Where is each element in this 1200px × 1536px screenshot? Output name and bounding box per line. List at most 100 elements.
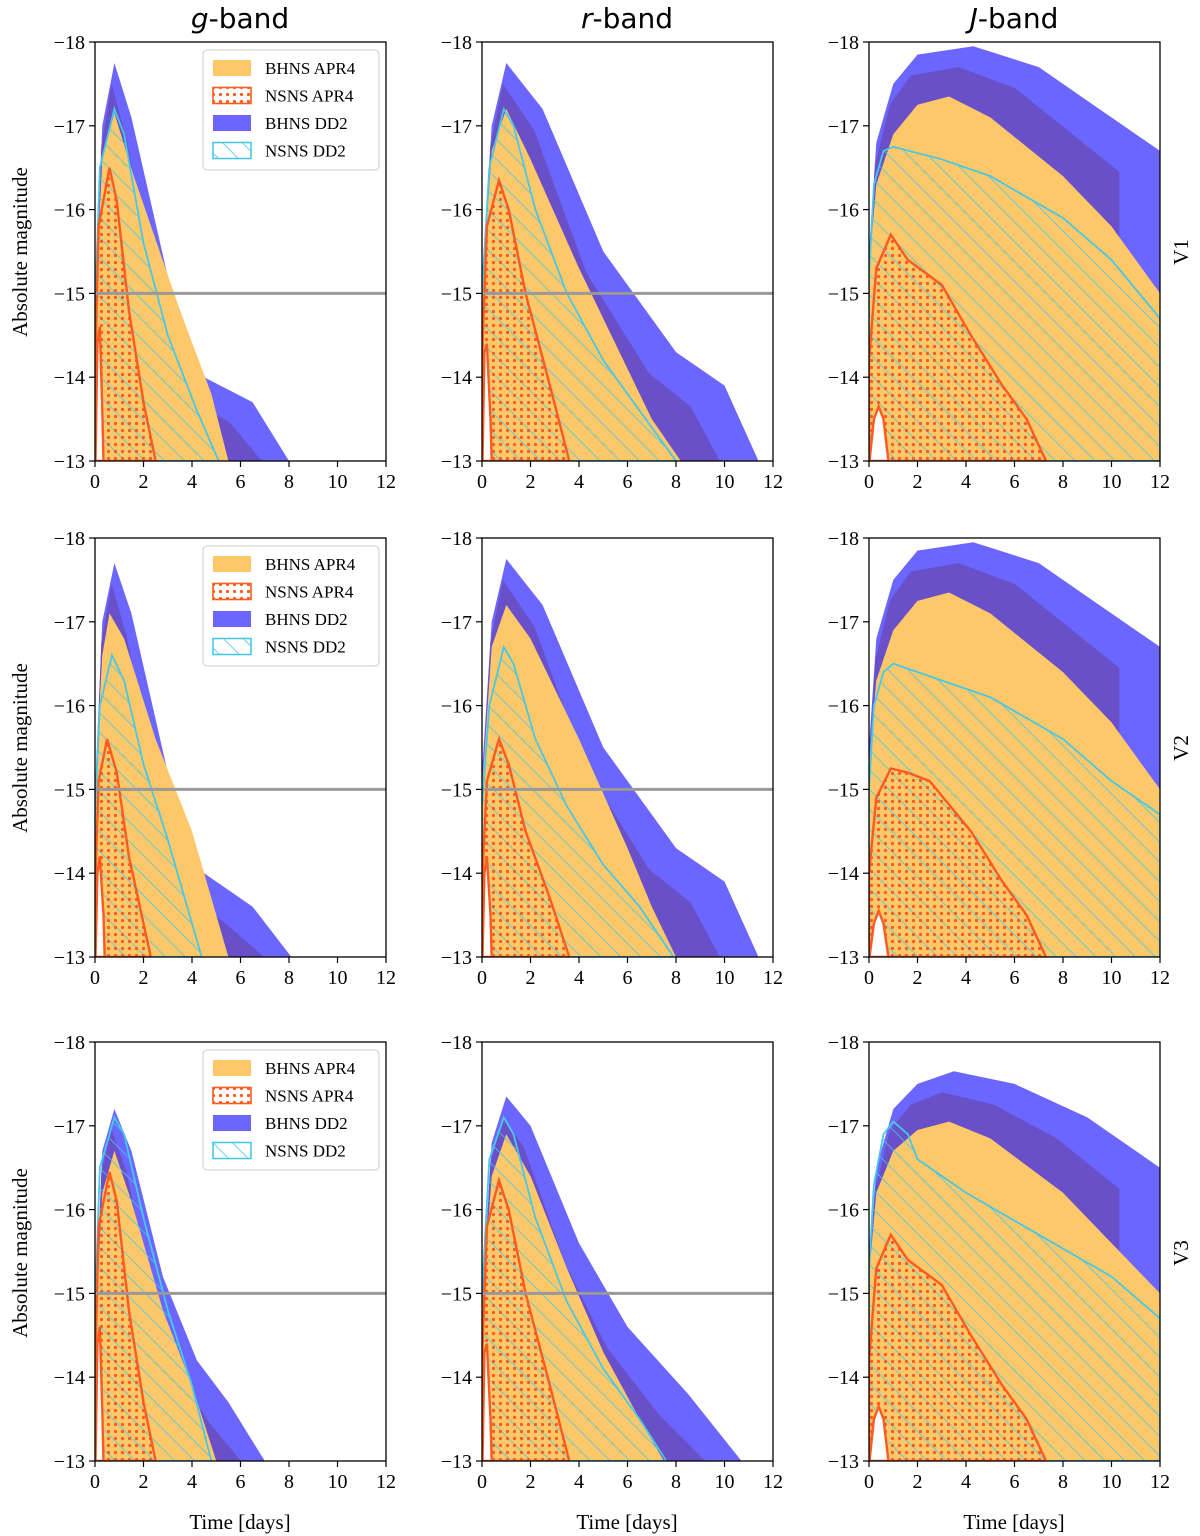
nsns-apr4-band [95, 1171, 157, 1461]
y-tick-label: −13 [828, 947, 859, 969]
x-tick-label: 6 [1010, 1471, 1020, 1493]
nsns-apr4-band [869, 1232, 1048, 1461]
ylabel-row1: Absolute magnitude [8, 167, 32, 337]
y-tick-label: −13 [828, 1451, 859, 1473]
column-title-r: r-band [581, 2, 673, 35]
y-tick-label: −17 [441, 612, 472, 634]
y-tick-label: −13 [828, 451, 859, 473]
panel-v3-g: 0 2 4 6 8 10 12 −18 −17 −16 −15 −14 −13 BHNS APR4 NSNS… [54, 1032, 396, 1493]
nsns-apr4-band [482, 1176, 571, 1461]
x-tick-label: 10 [715, 471, 735, 493]
y-tick-label: −18 [441, 528, 472, 550]
xlabel-col3: Time [days] [963, 1510, 1064, 1534]
y-tick-label: −13 [441, 947, 472, 969]
x-tick-label: 6 [1010, 967, 1020, 989]
plot-area [482, 1096, 773, 1461]
x-tick-label: 12 [1150, 1471, 1170, 1493]
legend-label: BHNS APR4 [265, 59, 356, 78]
legend: BHNS APR4 NSNS APR4 BHNS DD2 NSNS DD2 [202, 1049, 380, 1171]
y-tick-label: −13 [441, 1451, 472, 1473]
x-tick-label: 8 [284, 1471, 294, 1493]
x-tick-label: 12 [376, 471, 396, 493]
y-tick-label: −17 [54, 612, 85, 634]
y-tick-label: −16 [441, 1200, 472, 1222]
y-tick-label: −18 [54, 32, 85, 54]
y-tick-label: −13 [54, 451, 85, 473]
x-tick-label: 2 [913, 471, 923, 493]
legend-label: NSNS APR4 [265, 583, 354, 602]
y-tick-label: −15 [441, 779, 472, 801]
y-tick-label: −17 [54, 1116, 85, 1138]
x-tick-label: 0 [864, 1471, 874, 1493]
y-tick-label: −13 [54, 1451, 85, 1473]
x-tick-label: 6 [236, 471, 246, 493]
x-tick-label: 2 [526, 1471, 536, 1493]
x-tick-label: 8 [1058, 1471, 1068, 1493]
x-tick-label: 4 [574, 1471, 584, 1493]
y-tick-label: −18 [441, 32, 472, 54]
legend-swatch [213, 556, 251, 572]
legend-label: NSNS DD2 [265, 1142, 346, 1161]
x-tick-label: 6 [236, 1471, 246, 1493]
legend-swatch [213, 1115, 251, 1131]
y-tick-label: −14 [828, 367, 859, 389]
x-tick-label: 4 [574, 471, 584, 493]
x-tick-label: 10 [328, 471, 348, 493]
x-tick-label: 12 [376, 967, 396, 989]
nsns-apr4-faint-band [869, 403, 890, 461]
nsns-apr4-band [482, 735, 571, 957]
y-tick-label: −14 [441, 367, 472, 389]
x-tick-label: 0 [477, 1471, 487, 1493]
nsns-apr4-band [95, 167, 157, 461]
legend-swatch [213, 60, 251, 76]
y-tick-label: −17 [828, 116, 859, 138]
legend-box [202, 545, 380, 667]
x-tick-label: 6 [623, 1471, 633, 1493]
column-title-g: g-band [191, 2, 289, 35]
x-tick-label: 4 [187, 471, 197, 493]
y-tick-label: −16 [828, 200, 859, 222]
panel-v2-g: 0 2 4 6 8 10 12 −18 −17 −16 −15 −14 −13 BHNS APR4 NSNS… [54, 528, 396, 989]
x-tick-label: 0 [477, 471, 487, 493]
x-tick-label: 6 [623, 967, 633, 989]
x-tick-label: 8 [671, 1471, 681, 1493]
y-tick-label: −17 [441, 116, 472, 138]
x-tick-label: 0 [477, 967, 487, 989]
x-tick-label: 8 [1058, 471, 1068, 493]
x-tick-label: 10 [328, 1471, 348, 1493]
legend: BHNS APR4 NSNS APR4 BHNS DD2 NSNS DD2 [202, 545, 380, 667]
panel-v2-r: 0 2 4 6 8 10 12 −18 −17 −16 −15 −14 −13 [441, 528, 783, 989]
y-tick-label: −17 [828, 1116, 859, 1138]
nsns-apr4-band [869, 767, 1048, 957]
x-tick-label: 10 [1102, 1471, 1122, 1493]
y-tick-label: −15 [441, 1283, 472, 1305]
x-tick-label: 12 [763, 967, 783, 989]
x-tick-label: 4 [961, 1471, 971, 1493]
y-tick-label: −16 [828, 1200, 859, 1222]
legend: BHNS APR4 NSNS APR4 BHNS DD2 NSNS DD2 [202, 49, 380, 171]
x-tick-label: 10 [328, 967, 348, 989]
y-tick-label: −13 [54, 947, 85, 969]
y-tick-label: −14 [54, 863, 85, 885]
panel-v1-g: 0 2 4 6 8 10 12 −18 −17 −16 −15 −14 −13 BHNS APR4 NSNS… [54, 32, 396, 493]
x-tick-label: 2 [139, 1471, 149, 1493]
x-tick-label: 4 [961, 967, 971, 989]
column-band-letter: J [965, 2, 978, 35]
x-tick-label: 0 [90, 1471, 100, 1493]
x-tick-label: 2 [913, 967, 923, 989]
legend-label: NSNS APR4 [265, 1087, 354, 1106]
legend-swatch [212, 1141, 252, 1160]
panel-v1-r: 0 2 4 6 8 10 12 −18 −17 −16 −15 −14 −13 [441, 32, 783, 493]
panels-group: 0 2 4 6 8 10 12 −18 −17 −16 −15 −14 −13 BHNS APR4 NSNS… [54, 32, 1170, 1493]
plot-area [482, 559, 773, 957]
row-label-v3: V3 [1169, 1240, 1193, 1266]
legend-swatch [213, 115, 251, 131]
y-tick-label: −17 [54, 116, 85, 138]
y-tick-label: −14 [54, 367, 85, 389]
legend-label: NSNS DD2 [265, 638, 346, 657]
column-band-letter: r [581, 2, 594, 35]
panel-v3-r: 0 2 4 6 8 10 12 −18 −17 −16 −15 −14 −13 [441, 1032, 783, 1493]
plot-area [869, 46, 1160, 461]
nsns-apr4-band [869, 232, 1048, 461]
x-tick-label: 6 [236, 967, 246, 989]
